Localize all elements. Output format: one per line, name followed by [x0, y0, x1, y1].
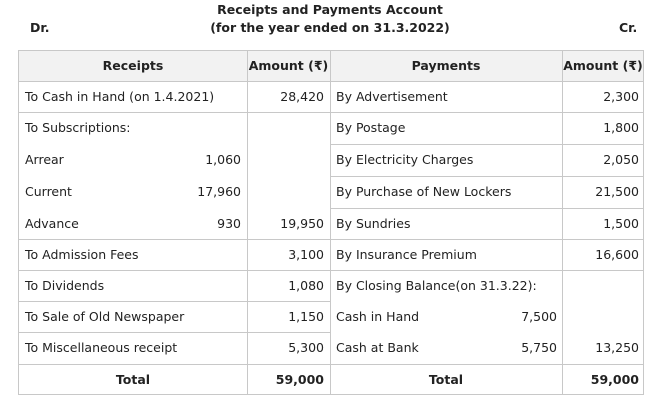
credit-label: Cr. — [619, 20, 638, 35]
divider — [19, 332, 330, 333]
divider — [19, 301, 330, 302]
payment-amount: 16,600 — [595, 247, 639, 262]
divider — [19, 364, 330, 365]
payments-total-amount: 59,000 — [590, 372, 639, 387]
receipts-payments-table: Receipts Amount (₹) Payments Amount (₹) … — [18, 50, 644, 395]
receipt-sub-amount: 930 — [217, 216, 241, 231]
payment-amount: 13,250 — [595, 340, 639, 355]
divider — [330, 112, 643, 113]
receipt-amount: 3,100 — [288, 247, 324, 262]
page-title: Receipts and Payments Account — [217, 2, 443, 17]
page-subtitle: (for the year ended on 31.3.2022) — [210, 20, 450, 35]
column-header-receipts-amount: Amount (₹) — [248, 58, 329, 73]
payment-amount: 2,050 — [603, 152, 639, 167]
receipt-amount: 1,150 — [288, 309, 324, 324]
payment-amount: 1,500 — [603, 216, 639, 231]
receipt-label: To Sale of Old Newspaper — [25, 309, 185, 324]
payment-amount: 1,800 — [603, 120, 639, 135]
debit-label: Dr. — [30, 20, 50, 35]
payment-label: Cash at Bank — [336, 340, 419, 355]
receipt-label: Arrear — [25, 152, 64, 167]
receipt-amount: 28,420 — [280, 89, 324, 104]
receipt-label: To Subscriptions: — [25, 120, 131, 135]
divider — [330, 144, 643, 145]
divider — [19, 239, 330, 240]
receipt-label: To Dividends — [25, 278, 105, 293]
receipt-amount: 19,950 — [280, 216, 324, 231]
payment-label: By Sundries — [336, 216, 411, 231]
receipts-total-amount: 59,000 — [275, 372, 324, 387]
divider — [330, 51, 331, 394]
table-header-row — [19, 51, 643, 81]
receipt-sub-amount: 17,960 — [197, 184, 241, 199]
divider — [562, 51, 563, 394]
payment-label: By Closing Balance(on 31.3.22): — [336, 278, 537, 293]
divider — [330, 81, 643, 82]
payment-label: By Postage — [336, 120, 406, 135]
payment-label: Cash in Hand — [336, 309, 420, 324]
divider — [330, 208, 643, 209]
divider — [247, 51, 248, 394]
receipt-label: Advance — [25, 216, 79, 231]
payment-label: By Electricity Charges — [336, 152, 474, 167]
receipt-label: To Cash in Hand (on 1.4.2021) — [25, 89, 215, 104]
payment-sub-amount: 7,500 — [521, 309, 557, 324]
payments-total-label: Total — [428, 372, 464, 387]
divider — [19, 81, 330, 82]
column-header-payments: Payments — [411, 58, 481, 73]
divider — [19, 112, 330, 113]
payment-amount: 21,500 — [595, 184, 639, 199]
divider — [330, 239, 643, 240]
divider — [330, 364, 643, 365]
divider — [19, 270, 330, 271]
receipt-label: To Admission Fees — [25, 247, 139, 262]
divider — [330, 270, 643, 271]
payment-label: By Advertisement — [336, 89, 448, 104]
payment-amount: 2,300 — [603, 89, 639, 104]
receipt-sub-amount: 1,060 — [205, 152, 241, 167]
payment-label: By Insurance Premium — [336, 247, 477, 262]
receipt-label: To Miscellaneous receipt — [25, 340, 178, 355]
divider — [330, 176, 643, 177]
column-header-payments-amount: Amount (₹) — [563, 58, 643, 73]
receipt-label: Current — [25, 184, 72, 199]
payment-label: By Purchase of New Lockers — [336, 184, 512, 199]
receipts-total-label: Total — [115, 372, 151, 387]
payment-sub-amount: 5,750 — [521, 340, 557, 355]
column-header-receipts: Receipts — [102, 58, 164, 73]
receipt-amount: 1,080 — [288, 278, 324, 293]
receipt-amount: 5,300 — [288, 340, 324, 355]
